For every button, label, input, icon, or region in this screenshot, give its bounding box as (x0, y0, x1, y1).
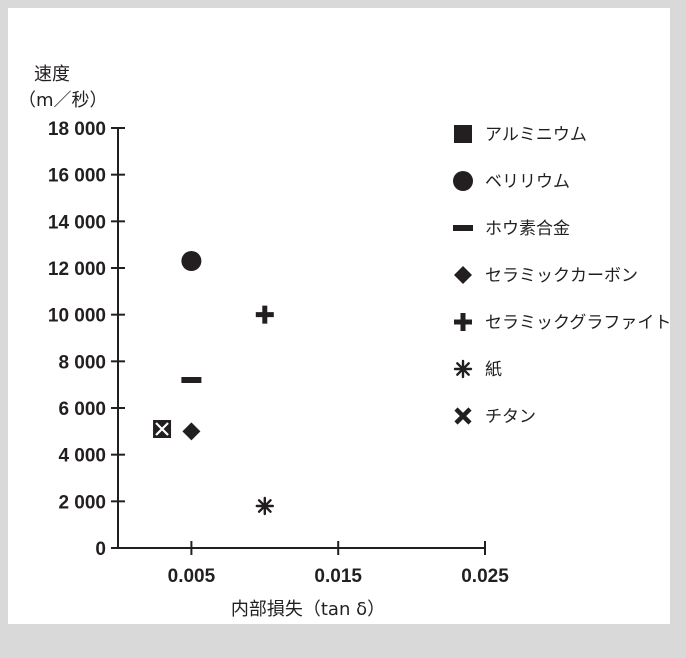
legend-marker (454, 407, 472, 425)
legend-item: 紙 (453, 359, 502, 380)
dash-marker (453, 225, 473, 231)
legend-marker (454, 313, 472, 331)
diamond-marker (454, 266, 472, 284)
dash-marker (181, 377, 202, 383)
data-points (153, 251, 274, 516)
data-point (255, 496, 274, 516)
legend-marker (453, 225, 473, 231)
chart-frame: 速度 （m／秒） 内部損失（tan δ） 0 2 000 4 000 6 000 8 0… (8, 8, 670, 624)
scatter-chart: 速度 （m／秒） 内部損失（tan δ） 0 2 000 4 000 6 000 8 0… (18, 64, 670, 620)
legend-marker (453, 171, 473, 191)
plus-marker (454, 313, 472, 331)
plus-marker (255, 305, 274, 324)
y-tick-label: 16 000 (48, 166, 106, 187)
legend-label: 紙 (485, 360, 502, 380)
legend-item: アルミニウム (454, 125, 587, 145)
legend-item: チタン (454, 407, 536, 427)
x-axis-title: 内部損失（tan δ） (231, 599, 385, 620)
square-marker (454, 125, 472, 143)
axes: 0 2 000 4 000 6 000 8 000 10 000 12 000 14 000 1… (48, 119, 509, 587)
y-axis-title-line1: 速度 (34, 64, 70, 85)
y-tick-label: 2 000 (58, 492, 106, 513)
diamond-marker (182, 422, 201, 441)
x-tick-label: 0.025 (461, 566, 509, 587)
asterisk-marker (255, 496, 274, 516)
data-point-titanium (155, 422, 169, 436)
legend-label: セラミックグラファイト (485, 313, 670, 333)
y-tick-label: 0 (95, 539, 106, 560)
legend-marker (453, 359, 473, 379)
data-point (182, 422, 201, 441)
y-tick-label: 18 000 (48, 119, 106, 140)
data-point (181, 377, 202, 383)
circle-marker (453, 171, 473, 191)
y-tick-label: 12 000 (48, 259, 106, 280)
cross-marker (454, 407, 472, 425)
y-tick-label: 6 000 (58, 399, 106, 420)
legend-label: アルミニウム (485, 125, 587, 145)
y-tick-label: 14 000 (48, 212, 106, 233)
asterisk-marker (453, 359, 473, 379)
circle-marker (181, 251, 202, 271)
x-tick-label: 0.015 (314, 566, 362, 587)
y-tick-label: 8 000 (58, 352, 106, 373)
y-tick-label: 10 000 (48, 306, 106, 327)
legend-label: セラミックカーボン (485, 266, 638, 286)
x-tick-label: 0.005 (168, 566, 216, 587)
cross-marker (155, 422, 169, 436)
data-point (255, 305, 274, 324)
data-point (181, 251, 202, 271)
legend-marker (454, 266, 472, 284)
legend-label: ホウ素合金 (485, 219, 570, 239)
y-tick-label: 4 000 (58, 446, 106, 467)
legend-item: ホウ素合金 (453, 219, 570, 239)
legend-label: チタン (485, 407, 536, 427)
legend-item: セラミックカーボン (454, 266, 638, 286)
legend-item: ベリリウム (453, 171, 570, 192)
y-axis-title-line2: （m／秒） (18, 90, 108, 111)
legend-marker (454, 125, 472, 143)
legend-label: ベリリウム (485, 172, 570, 192)
legend-item: セラミックグラファイト (454, 313, 670, 333)
